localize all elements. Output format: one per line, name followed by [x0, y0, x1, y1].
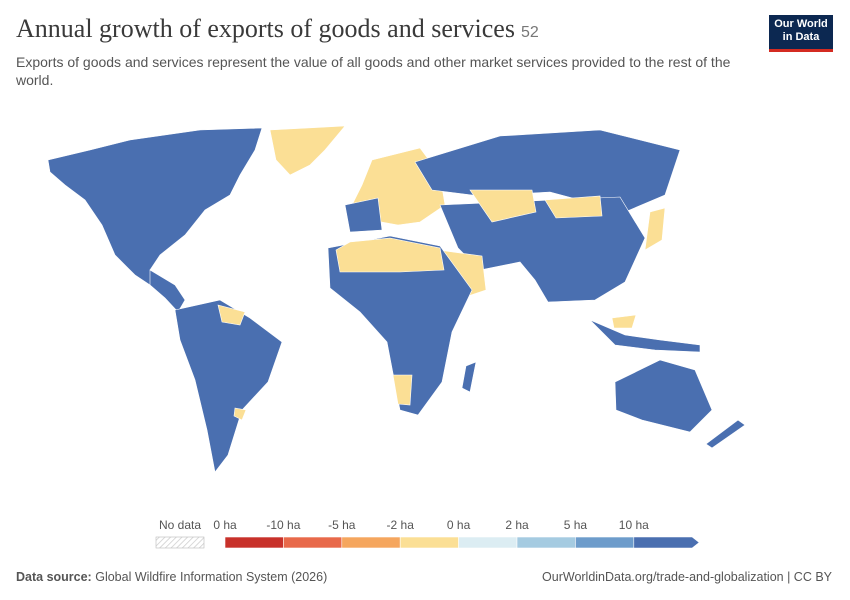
- new-zealand[interactable]: [705, 419, 746, 449]
- legend-swatch: [633, 536, 700, 549]
- legend-label: 0 ha: [213, 518, 237, 532]
- logo-line: in Data: [782, 31, 820, 43]
- mongolia[interactable]: [544, 195, 603, 219]
- logo-line: Our World: [774, 18, 828, 30]
- legend-swatch: [224, 536, 284, 549]
- uruguay[interactable]: [233, 407, 247, 421]
- no-data-swatch: [155, 536, 205, 549]
- indonesia[interactable]: [589, 319, 701, 353]
- legend-swatch: [283, 536, 343, 549]
- source-label: Data source:: [16, 570, 92, 584]
- kazakhstan[interactable]: [469, 189, 537, 223]
- legend-label: 10 ha: [619, 518, 649, 532]
- source: Data source: Global Wildfire Information…: [16, 570, 327, 584]
- legend-label: -10 ha: [266, 518, 300, 532]
- source-text: Global Wildfire Information System (2026…: [95, 570, 328, 584]
- countries: [47, 125, 746, 473]
- greenland[interactable]: [269, 125, 346, 176]
- legend-swatch: [458, 536, 518, 549]
- legend-label: 0 ha: [447, 518, 471, 532]
- namibia[interactable]: [392, 374, 413, 406]
- legend-no-data: No data: [159, 518, 201, 532]
- australia[interactable]: [614, 359, 713, 433]
- legend-swatch: [399, 536, 459, 549]
- legend-label: -5 ha: [328, 518, 356, 532]
- north-america[interactable]: [47, 127, 263, 291]
- title: Annual growth of exports of goods and se…: [16, 14, 515, 43]
- legend: No data 0 ha -10 ha -5 ha -2 ha 0 ha 2 ha 5 ha…: [155, 518, 700, 549]
- legend-label: -2 ha: [387, 518, 415, 532]
- venezuela-guyana[interactable]: [217, 304, 246, 326]
- north-africa[interactable]: [335, 237, 445, 273]
- legend-swatch: [575, 536, 635, 549]
- japan[interactable]: [644, 207, 666, 251]
- western-europe[interactable]: [344, 197, 383, 233]
- logo[interactable]: Our World in Data: [769, 15, 833, 52]
- south-america[interactable]: [174, 299, 283, 473]
- legend-swatch: [341, 536, 401, 549]
- subtitle: Exports of goods and services represent …: [16, 54, 731, 88]
- africa[interactable]: [327, 235, 473, 416]
- legend-label: 2 ha: [505, 518, 529, 532]
- central-america[interactable]: [149, 269, 186, 313]
- badge: 52: [520, 24, 539, 41]
- madagascar[interactable]: [461, 361, 477, 393]
- title-row: Annual growth of exports of goods and se…: [16, 14, 539, 44]
- legend-swatch: [516, 536, 576, 549]
- url[interactable]: OurWorldinData.org/trade-and-globalizati…: [542, 570, 832, 584]
- malaysia[interactable]: [611, 314, 637, 329]
- legend-label: 5 ha: [564, 518, 588, 532]
